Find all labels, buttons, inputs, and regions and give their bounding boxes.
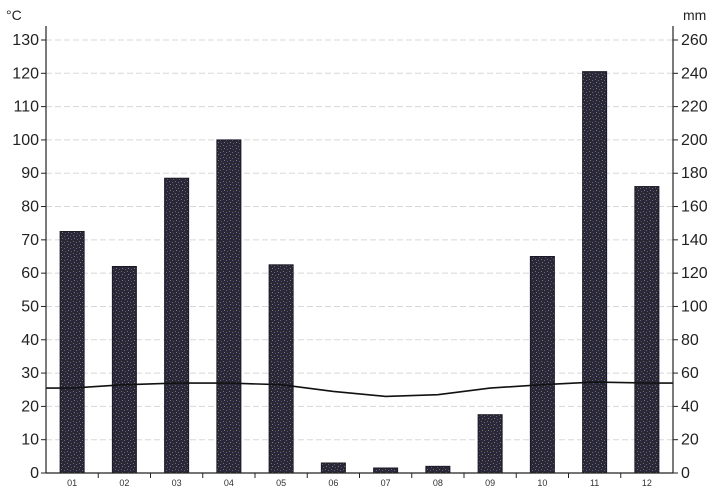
precipitation-bar-10 xyxy=(529,256,555,474)
left-tick-label: 130 xyxy=(12,32,39,49)
x-tick-label: 11 xyxy=(590,478,599,488)
x-tick-label: 04 xyxy=(224,478,234,488)
precipitation-bar-02 xyxy=(111,265,137,474)
temperature-line xyxy=(46,381,673,398)
left-tick-label: 80 xyxy=(21,199,39,216)
precipitation-bar-05 xyxy=(268,264,294,474)
precipitation-bar-03 xyxy=(164,177,190,474)
right-tick-label: 200 xyxy=(681,132,708,149)
left-tick-label: 10 xyxy=(21,432,39,449)
right-axis-unit: mm xyxy=(683,7,706,23)
right-tick-label: 160 xyxy=(681,199,708,216)
precipitation-bar-01 xyxy=(59,231,85,474)
x-tick-label: 09 xyxy=(485,478,495,488)
right-tick-label: 60 xyxy=(681,365,699,382)
temperature-line-group xyxy=(46,381,673,398)
precipitation-bar-07 xyxy=(373,467,399,474)
left-tick-label: 90 xyxy=(21,165,39,182)
right-tick-label: 140 xyxy=(681,232,708,249)
precipitation-bar-08 xyxy=(425,465,451,474)
x-tick-label: 06 xyxy=(328,478,338,488)
x-tick-label: 05 xyxy=(276,478,286,488)
right-tick-label: 260 xyxy=(681,32,708,49)
left-tick-label: 50 xyxy=(21,298,39,315)
left-tick-label: 0 xyxy=(30,465,39,482)
left-axis-ticks: 0 10 20 30 40 50 60 70 80 90 100 110 120 130 xyxy=(12,32,46,482)
x-tick-label: 03 xyxy=(172,478,182,488)
right-tick-label: 20 xyxy=(681,432,699,449)
left-tick-label: 30 xyxy=(21,365,39,382)
left-tick-label: 20 xyxy=(21,398,39,415)
x-tick-label: 07 xyxy=(381,478,391,488)
x-tick-label: 01 xyxy=(67,478,77,488)
right-tick-label: 40 xyxy=(681,398,699,415)
left-tick-label: 40 xyxy=(21,332,39,349)
right-tick-label: 220 xyxy=(681,99,708,116)
precipitation-bar-12 xyxy=(634,186,660,474)
right-tick-label: 180 xyxy=(681,165,708,182)
right-tick-label: 240 xyxy=(681,65,708,82)
left-tick-label: 70 xyxy=(21,232,39,249)
precipitation-bar-04 xyxy=(216,139,242,474)
precipitation-bar-09 xyxy=(477,414,503,474)
x-axis-ticks: 01 02 03 04 05 06 07 08 09 10 11 12 xyxy=(67,473,652,488)
precipitation-bar-11 xyxy=(582,71,608,474)
left-axis-unit: °C xyxy=(6,7,22,23)
right-axis-ticks: 0 20 40 60 80 100 120 140 160 180 200 220 240 260 xyxy=(673,32,708,482)
x-tick-label: 02 xyxy=(119,478,129,488)
right-tick-label: 120 xyxy=(681,265,708,282)
left-tick-label: 120 xyxy=(12,65,39,82)
left-tick-label: 100 xyxy=(12,132,39,149)
bars xyxy=(59,71,660,474)
x-tick-label: 12 xyxy=(642,478,652,488)
right-tick-label: 100 xyxy=(681,298,708,315)
x-tick-label: 08 xyxy=(433,478,443,488)
precipitation-bar-06 xyxy=(320,462,346,474)
right-tick-label: 80 xyxy=(681,332,699,349)
left-tick-label: 60 xyxy=(21,265,39,282)
left-tick-label: 110 xyxy=(13,99,39,116)
x-tick-label: 10 xyxy=(537,478,547,488)
right-tick-label: 0 xyxy=(681,465,690,482)
grid-lines xyxy=(46,39,673,441)
